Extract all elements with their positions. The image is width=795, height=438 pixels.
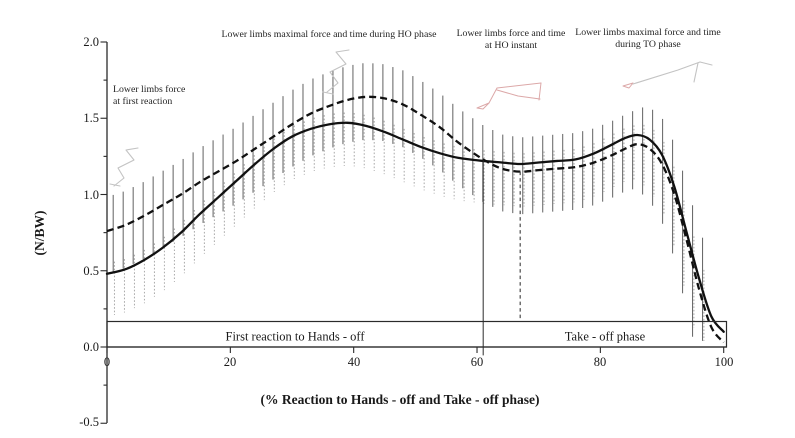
gymnast-sketch-ho-instant-icon xyxy=(476,82,542,110)
series-dashed-curve xyxy=(106,95,725,344)
gymnast-sketch-ho-phase-icon xyxy=(322,49,350,95)
x-axis-ticks xyxy=(106,347,725,353)
x-axis-title: (% Reaction to Hands - off and Take - of… xyxy=(260,392,539,407)
annotation-text: at HO instant xyxy=(485,40,538,51)
y-tick-label: 1.5 xyxy=(83,111,99,125)
annotation-text: Lower limbs force and time xyxy=(457,28,566,39)
annotation-ho-instant: Lower limbs force and time at HO instant xyxy=(457,28,566,51)
gymnast-sketch-to-phase-icon xyxy=(622,61,713,89)
x-tick-label: 60 xyxy=(471,355,484,369)
annotation-text: during TO phase xyxy=(615,39,681,50)
x-axis: 0 20 40 60 80 100 (% Reaction to Hands -… xyxy=(104,346,734,407)
annotation-ho-phase-max: Lower limbs maximal force and time durin… xyxy=(222,29,438,40)
phase-box: First reaction to Hands - off Take - off… xyxy=(106,320,728,348)
y-tick-label: 0.5 xyxy=(83,264,99,278)
annotation-first-reaction: Lower limbs force at first reaction xyxy=(113,84,186,107)
y-tick-label: 1.0 xyxy=(83,188,99,202)
x-tick-label: 0 xyxy=(104,355,110,369)
annotation-text: at first reaction xyxy=(113,96,172,107)
y-axis: 2.0 1.5 1.0 0.5 0.0 -0.5 (N/BW) xyxy=(32,35,108,429)
phase-label-first-reaction: First reaction to Hands - off xyxy=(226,330,366,344)
x-tick-label: 80 xyxy=(594,355,607,369)
y-axis-ticks xyxy=(100,41,107,424)
annotation-text: Lower limbs force xyxy=(113,84,186,95)
annotation-text: Lower limbs maximal force and time durin… xyxy=(222,29,438,40)
gymnast-sketch-first-reaction-icon xyxy=(109,147,139,187)
series-solid-curve xyxy=(105,121,725,333)
y-tick-label: 0.0 xyxy=(83,340,99,354)
annotation-text: Lower limbs maximal force and time xyxy=(575,27,721,38)
y-axis-title: (N/BW) xyxy=(32,211,47,256)
x-tick-label: 20 xyxy=(224,355,237,369)
x-tick-label: 100 xyxy=(715,355,734,369)
phase-box-rect xyxy=(106,320,728,348)
phase-label-take-off: Take - off phase xyxy=(565,330,646,344)
x-tick-label: 40 xyxy=(348,355,361,369)
error-bars-dark xyxy=(112,63,704,341)
y-tick-label: 2.0 xyxy=(83,35,99,49)
annotation-to-phase-max: Lower limbs maximal force and time durin… xyxy=(575,27,721,50)
y-tick-label: -0.5 xyxy=(79,415,99,429)
